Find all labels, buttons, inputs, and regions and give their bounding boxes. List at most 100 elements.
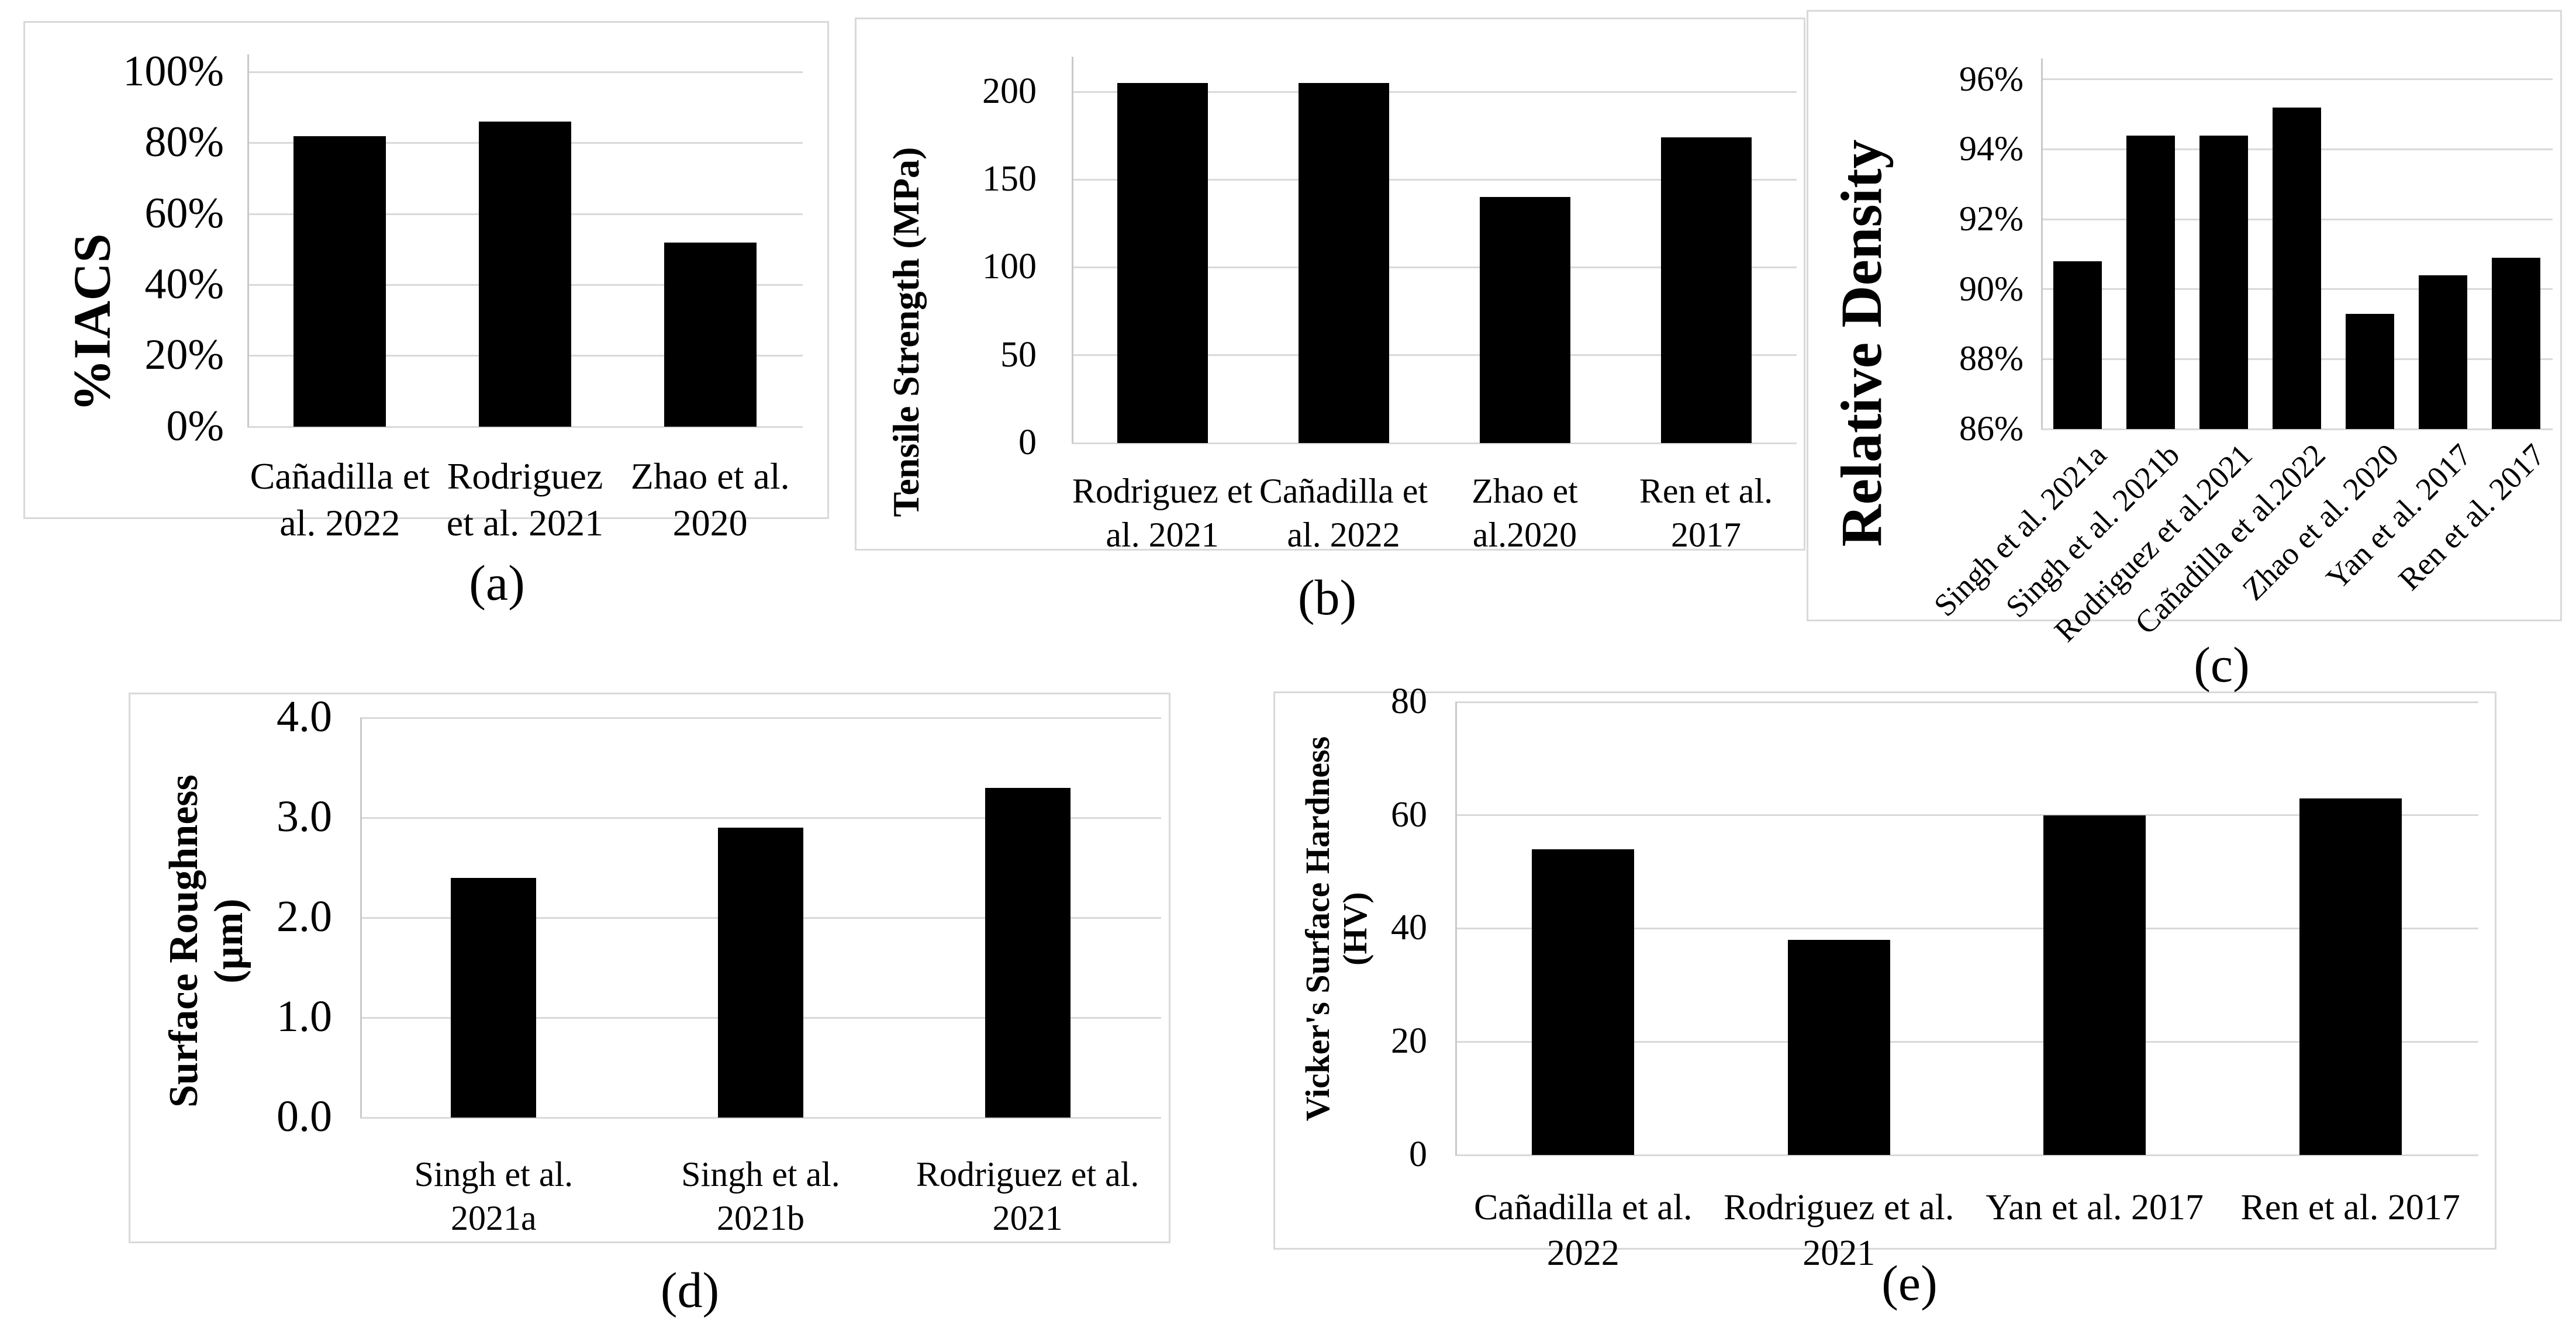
gridline-b-50 xyxy=(1072,354,1797,357)
plot-area-e: 0 20 40 60 80 Cañadilla et al. 2022 Rodriguez … xyxy=(1391,683,2478,1273)
y-axis-line xyxy=(247,54,249,427)
plot-area-c: 86% 88% 90% 92% 94% 96% Singh et al. 2021a Sing… xyxy=(1927,58,2553,648)
y-tick-label: 50 xyxy=(1000,334,1037,375)
y-tick-label: 90% xyxy=(1959,269,2023,308)
y-tick-label: 0 xyxy=(1409,1134,1427,1174)
caption-c: (c) xyxy=(2194,637,2250,693)
panel-b-tensile-strength-chart: 0 50 100 150 200 Rodriguez et al. 2021 Cañadil… xyxy=(855,18,1805,554)
y-tick-label: 3.0 xyxy=(277,792,332,842)
y-tick-label: 100% xyxy=(123,47,224,95)
gridline-b-150 xyxy=(1072,178,1797,181)
y-tick-label: 20 xyxy=(1391,1021,1427,1061)
panel-c-relative-density-chart: 86% 88% 90% 92% 94% 96% Singh et al. 2021a Sing… xyxy=(1807,10,2562,648)
bar-e-1 xyxy=(1532,849,1635,1155)
bar-b-4 xyxy=(1660,137,1752,443)
category-label: Rodriguez et al. 2021 xyxy=(1072,472,1253,554)
gridline-d-0.0 xyxy=(360,1116,1161,1119)
y-tick-label: 0% xyxy=(166,402,224,450)
gridline-e-80 xyxy=(1455,701,2478,703)
category-label: Cañadilla et al. 2022 xyxy=(1473,1188,1693,1273)
bar-d-3 xyxy=(985,787,1071,1118)
y-tick-label: 60% xyxy=(144,189,224,237)
gridline-a-100% xyxy=(247,71,803,73)
bar-e-4 xyxy=(2299,798,2402,1155)
gridline-c-86% xyxy=(2041,428,2553,430)
bar-c-4 xyxy=(2273,107,2321,429)
y-tick-label: 0.0 xyxy=(277,1092,332,1142)
bar-a-3 xyxy=(664,242,757,427)
y-axis-line xyxy=(360,718,362,1118)
bar-c-1 xyxy=(2053,261,2102,429)
bar-c-7 xyxy=(2492,257,2540,429)
y-tick-label: 2.0 xyxy=(277,892,332,942)
y-tick-label: 200 xyxy=(982,71,1037,111)
bar-c-2 xyxy=(2126,135,2175,429)
gridline-e-60 xyxy=(1455,814,2478,817)
bar-b-2 xyxy=(1298,83,1389,443)
plot-area-b: 0 50 100 150 200 Rodriguez et al. 2021 Cañadil… xyxy=(982,57,1797,554)
caption-d: (d) xyxy=(660,1262,720,1318)
panel-d-surface-roughness-chart: 0.0 1.0 2.0 3.0 4.0 Singh et al. 2021a Singh e… xyxy=(129,693,1170,1243)
category-label: Rodriguez et al. 2021 xyxy=(446,455,604,544)
gridline-e-40 xyxy=(1455,928,2478,929)
y-axis-line xyxy=(2041,58,2043,429)
category-label: Singh et al. 2021a xyxy=(414,1155,574,1237)
y-tick-label: 40 xyxy=(1391,908,1427,948)
y-axis-line xyxy=(1455,702,1457,1155)
gridline-b-100 xyxy=(1072,267,1797,269)
bar-e-2 xyxy=(1787,939,1890,1155)
y-axis-title-b: Tensile Strength (MPa) xyxy=(885,147,927,517)
gridline-e-20 xyxy=(1455,1040,2478,1043)
y-tick-label: 86% xyxy=(1959,409,2023,448)
category-label: Rodriguez et al. 2021 xyxy=(916,1155,1139,1237)
bar-d-2 xyxy=(717,828,804,1118)
gridline-a-0% xyxy=(247,426,803,428)
bar-a-1 xyxy=(293,136,386,427)
y-axis-title-d: Surface Roughness (µm) xyxy=(161,774,251,1108)
gridline-c-96% xyxy=(2041,78,2553,81)
plot-area-d: 0.0 1.0 2.0 3.0 4.0 Singh et al. 2021a Singh e… xyxy=(277,694,1161,1237)
y-tick-label: 100 xyxy=(982,247,1037,287)
category-label: Singh et al. 2021b xyxy=(681,1155,840,1237)
gridline-e-0 xyxy=(1455,1154,2478,1156)
y-tick-label: 96% xyxy=(1959,59,2023,98)
category-label: Rodriguez et al. 2021 xyxy=(1724,1188,1955,1273)
category-label: Yan et al. 2017 xyxy=(1985,1188,2204,1227)
gridline-d-3.0 xyxy=(360,817,1161,819)
bar-b-1 xyxy=(1117,83,1208,443)
gridline-b-0 xyxy=(1072,442,1797,444)
y-axis-title-a: %IACS xyxy=(63,233,122,412)
y-axis-title-e: Vicker's Surface Hardness (HV) xyxy=(1299,736,1374,1121)
category-label: Ren et al. 2017 xyxy=(2240,1188,2460,1227)
y-tick-label: 92% xyxy=(1959,199,2023,238)
y-tick-label: 4.0 xyxy=(277,692,332,742)
gridline-d-4.0 xyxy=(360,717,1161,719)
y-tick-label: 60 xyxy=(1391,794,1427,835)
y-tick-label: 80 xyxy=(1391,681,1427,721)
y-tick-label: 0 xyxy=(1018,422,1037,462)
y-axis-line xyxy=(1072,57,1073,443)
y-tick-label: 150 xyxy=(982,159,1037,199)
gridline-b-200 xyxy=(1072,91,1797,93)
y-tick-label: 80% xyxy=(144,118,224,167)
caption-e: (e) xyxy=(1881,1255,1938,1311)
y-tick-label: 1.0 xyxy=(277,992,332,1042)
category-label: Ren et al. 2017 xyxy=(1639,472,1773,554)
bar-b-3 xyxy=(1479,197,1570,443)
plot-area-a: 0% 20% 40% 60% 80% 100% Cañadilla et al. 2022 R… xyxy=(123,50,803,544)
caption-a: (a) xyxy=(469,555,525,611)
bar-c-3 xyxy=(2199,135,2248,429)
category-label: Zhao et al. 2020 xyxy=(630,455,790,544)
y-axis-title-c: Relative Density xyxy=(1829,139,1894,547)
y-tick-label: 94% xyxy=(1959,129,2023,168)
bar-c-5 xyxy=(2346,313,2394,429)
bar-d-1 xyxy=(451,877,537,1118)
panel-e-hardness-chart: 0 20 40 60 80 Cañadilla et al. 2022 Rodriguez … xyxy=(1273,683,2496,1273)
bar-a-2 xyxy=(478,122,572,427)
caption-b: (b) xyxy=(1297,569,1357,625)
category-label: Cañadilla et al. 2022 xyxy=(1259,472,1428,554)
y-tick-label: 40% xyxy=(144,260,224,308)
category-label: Cañadilla et al. 2022 xyxy=(250,455,430,544)
bar-c-6 xyxy=(2419,275,2467,429)
